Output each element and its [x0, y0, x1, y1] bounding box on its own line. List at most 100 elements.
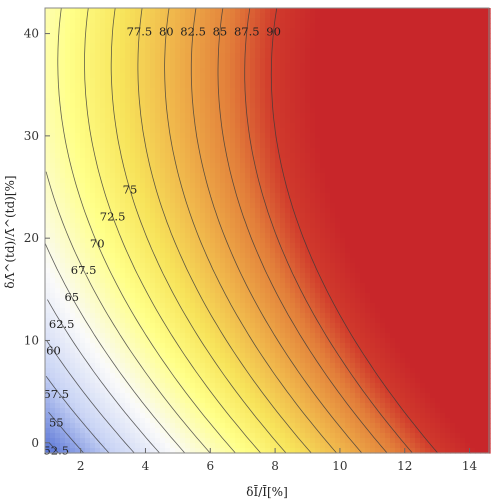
heat-cell [180, 438, 186, 444]
heat-cell [300, 118, 306, 124]
heat-cell [70, 138, 76, 144]
heat-cell [170, 158, 176, 164]
heat-cell [110, 368, 116, 374]
heat-cell [110, 448, 116, 454]
heat-cell [80, 208, 86, 214]
heat-cell [320, 118, 326, 124]
heat-cell [195, 33, 201, 39]
heat-cell [70, 313, 76, 319]
heat-cell [250, 408, 256, 414]
heat-cell [270, 328, 276, 334]
heat-cell [215, 428, 221, 434]
heat-cell [225, 433, 231, 439]
heat-cell [125, 353, 131, 359]
heat-cell [220, 363, 226, 369]
heat-cell [300, 398, 306, 404]
heat-cell [135, 428, 141, 434]
heat-cell [95, 323, 101, 329]
heat-cell [270, 98, 276, 104]
heat-cell [310, 113, 316, 119]
heat-cell [210, 183, 216, 189]
heat-cell [115, 18, 121, 24]
heat-cell [120, 133, 126, 139]
heat-cell [105, 233, 111, 239]
heat-cell [225, 243, 231, 249]
heat-cell [95, 38, 101, 44]
heat-cell [110, 128, 116, 134]
heat-cell [280, 388, 286, 394]
heat-cell [235, 233, 241, 239]
heat-cell [75, 233, 81, 239]
heat-cell [210, 263, 216, 269]
heat-cell [125, 433, 131, 439]
heat-cell [200, 408, 206, 414]
heat-cell [75, 83, 81, 89]
heat-cell [45, 253, 51, 259]
heat-cell [210, 298, 216, 304]
heat-cell [260, 88, 266, 94]
heat-cell [185, 43, 191, 49]
heat-cell [250, 278, 256, 284]
heat-cell [295, 78, 301, 84]
heat-cell [130, 193, 136, 199]
heat-cell [325, 43, 331, 49]
heat-cell [245, 168, 251, 174]
heat-cell [140, 23, 146, 29]
heat-cell [255, 8, 261, 14]
heat-cell [155, 398, 161, 404]
heat-cell [165, 18, 171, 24]
heat-cell [320, 103, 326, 109]
heat-cell [170, 38, 176, 44]
heat-cell [310, 408, 316, 414]
heat-cell [175, 33, 181, 39]
heat-cell [175, 283, 181, 289]
heat-cell [120, 323, 126, 329]
heat-cell [95, 163, 101, 169]
heat-cell [300, 328, 306, 334]
heat-cell [125, 83, 131, 89]
heat-cell [225, 343, 231, 349]
heat-cell [240, 98, 246, 104]
heat-cell [235, 298, 241, 304]
heat-cell [85, 338, 91, 344]
heat-cell [80, 413, 86, 419]
heat-cell [315, 213, 321, 219]
heat-cell [215, 273, 221, 279]
heat-cell [95, 63, 101, 69]
heat-cell [160, 263, 166, 269]
heat-cell [170, 298, 176, 304]
heat-cell [235, 228, 241, 234]
heat-cell [100, 313, 106, 319]
heat-cell [175, 68, 181, 74]
heat-cell [250, 428, 256, 434]
heat-cell [150, 448, 156, 454]
heat-cell [155, 288, 161, 294]
heat-cell [245, 378, 251, 384]
heat-cell [285, 358, 291, 364]
heat-cell [270, 138, 276, 144]
heat-cell [130, 103, 136, 109]
heat-cell [45, 78, 51, 84]
heat-cell [140, 123, 146, 129]
heat-cell [165, 223, 171, 229]
heat-cell [100, 28, 106, 34]
heat-cell [250, 38, 256, 44]
heat-cell [120, 163, 126, 169]
heat-cell [215, 83, 221, 89]
heat-cell [200, 398, 206, 404]
heat-cell [240, 38, 246, 44]
heat-cell [210, 193, 216, 199]
heat-cell [95, 118, 101, 124]
heat-cell [105, 13, 111, 19]
heat-cell [250, 58, 256, 64]
heat-cell [195, 148, 201, 154]
heat-cell [175, 368, 181, 374]
heat-cell [290, 198, 296, 204]
heat-cell [280, 268, 286, 274]
heat-cell [220, 213, 226, 219]
heat-cell [170, 123, 176, 129]
heat-cell [275, 443, 281, 449]
heat-cell [260, 53, 266, 59]
heat-cell [145, 13, 151, 19]
heat-cell [310, 133, 316, 139]
